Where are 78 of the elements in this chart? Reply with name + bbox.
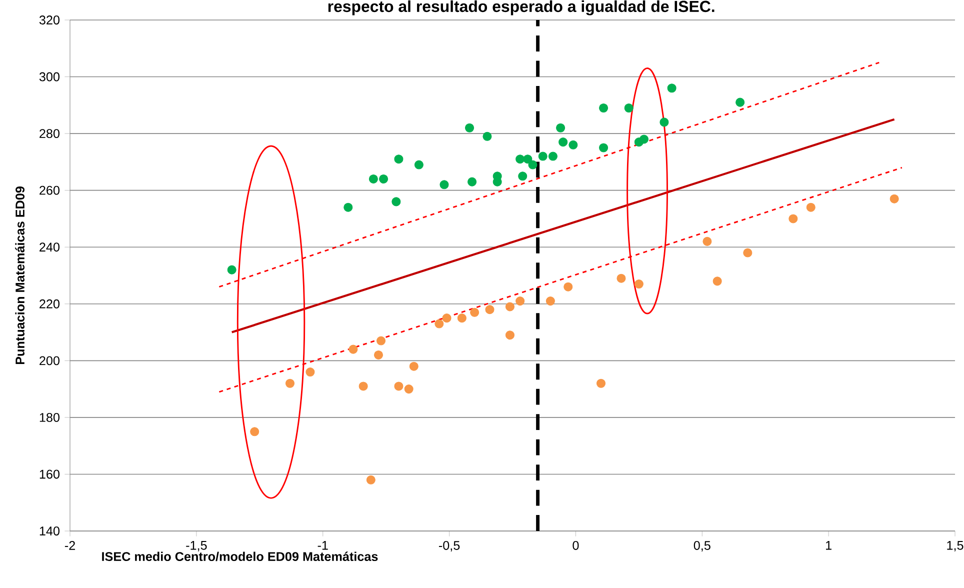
point	[516, 154, 525, 164]
point	[394, 382, 404, 391]
point	[306, 368, 315, 377]
point	[523, 154, 532, 164]
y-tick-label: 220	[40, 299, 60, 308]
point	[667, 84, 676, 93]
point	[366, 475, 376, 484]
point	[379, 174, 388, 184]
point	[528, 160, 538, 170]
point	[702, 236, 712, 246]
point	[596, 378, 606, 388]
point	[344, 202, 353, 212]
point	[736, 98, 745, 107]
point	[434, 319, 444, 328]
point	[712, 276, 722, 286]
point	[558, 138, 568, 147]
point	[516, 296, 525, 306]
x-axis-title: ISEC medio Centro/modelo ED09 Matemáticas	[102, 552, 378, 562]
point	[505, 330, 514, 340]
point	[404, 384, 414, 394]
point	[546, 296, 555, 306]
point	[568, 140, 578, 150]
point	[368, 174, 378, 184]
point	[548, 152, 558, 161]
point	[890, 194, 899, 204]
y-tick-label: 140	[40, 526, 60, 536]
point	[414, 160, 424, 170]
point	[505, 302, 514, 312]
y-tick-label: 260	[40, 186, 60, 195]
x-tick-label: -1	[318, 541, 328, 550]
x-tick-label: -1,5	[186, 541, 207, 552]
y-axis-title: Puntuacion Matemáicas ED09	[15, 186, 25, 364]
point	[485, 305, 494, 314]
point	[743, 248, 752, 258]
point	[806, 202, 816, 212]
y-tick-label: 280	[40, 129, 60, 138]
point	[457, 314, 466, 323]
point	[465, 123, 474, 132]
point	[442, 314, 452, 323]
x-tick-label: 0	[572, 541, 579, 550]
point	[660, 118, 669, 127]
x-tick-label: 1	[826, 541, 832, 550]
point	[250, 427, 260, 436]
point	[624, 103, 634, 113]
x-tick-label: 1,5	[947, 541, 964, 552]
point	[440, 180, 449, 190]
point	[376, 336, 386, 346]
x-tick-label: -2	[64, 541, 75, 550]
y-tick-label: 240	[40, 242, 60, 252]
point	[556, 123, 566, 132]
point	[392, 197, 401, 206]
y-tick-label: 180	[40, 412, 60, 422]
point	[468, 177, 477, 186]
x-tick-label: 0,5	[694, 541, 710, 552]
point	[634, 280, 644, 289]
point	[227, 265, 236, 274]
point	[639, 134, 649, 144]
point	[518, 172, 528, 181]
point	[599, 103, 608, 113]
point	[538, 152, 548, 161]
point	[599, 143, 608, 152]
y-tick-label: 300	[39, 72, 60, 82]
y-tick-label: 160	[40, 470, 60, 479]
point	[374, 350, 384, 360]
point	[285, 378, 295, 388]
point	[394, 154, 404, 164]
point	[616, 274, 626, 283]
chart-title: respecto al resultado esperado a igualdad de ISEC.	[328, 0, 714, 16]
point	[564, 282, 573, 292]
point	[409, 362, 418, 371]
point	[788, 214, 798, 224]
point	[482, 132, 492, 141]
point	[348, 344, 358, 354]
point	[470, 308, 480, 317]
y-tick-label: 200	[40, 356, 60, 366]
x-tick-label: -0,5	[438, 541, 460, 552]
point	[358, 382, 368, 391]
y-tick-label: 320	[39, 16, 60, 24]
